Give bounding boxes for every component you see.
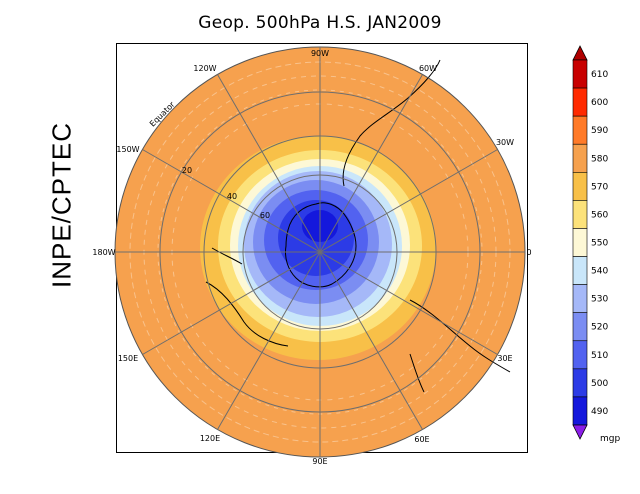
colorbar-segment-570 — [572, 172, 588, 201]
colorbar-label-540: 540 — [591, 267, 608, 277]
colorbar-segment-510 — [572, 340, 588, 370]
label-90e: 90E — [312, 457, 327, 466]
colorbar-bottom-arrow — [572, 424, 588, 440]
label-lat20: 20 — [182, 166, 192, 175]
coastline-africa — [409, 299, 511, 373]
colorbar-unit: mgp — [600, 434, 620, 444]
label-30e: 30E — [497, 354, 512, 363]
map-labels: 90W 60W 30W 0 30E 60E 90E 120E 150E 180W… — [92, 49, 531, 466]
label-lat60: 60 — [260, 211, 270, 220]
coastline-new-zealand — [211, 247, 243, 265]
label-0: 0 — [526, 248, 531, 257]
colorbar-segment-490 — [572, 396, 588, 426]
colorbar-segment-540 — [572, 256, 588, 285]
label-120e: 120E — [200, 434, 220, 443]
coastline-antarctica — [285, 202, 357, 288]
colorbar-label-570: 570 — [591, 182, 608, 192]
colorbar-label-520: 520 — [591, 323, 608, 333]
colorbar-label-490: 490 — [591, 407, 608, 417]
colorbar-segment-550 — [572, 228, 588, 257]
colorbar-segment-520 — [572, 312, 588, 342]
colorbar-label-580: 580 — [591, 154, 608, 164]
label-150e: 150E — [118, 354, 138, 363]
colorbar-label-600: 600 — [591, 98, 608, 108]
coastline-australia — [205, 281, 289, 347]
colorbar-label-510: 510 — [591, 351, 608, 361]
colorbar-segment-500 — [572, 368, 588, 398]
colorbar-segment-590 — [572, 115, 588, 145]
colorbar-label-590: 590 — [591, 126, 608, 136]
colorbar-segment-610 — [572, 59, 588, 89]
colorbar-label-500: 500 — [591, 379, 608, 389]
graticule — [114, 46, 526, 458]
map-title: Geop. 500hPa H.S. JAN2009 — [198, 13, 442, 33]
colorbar-segment-560 — [572, 200, 588, 229]
label-90w: 90W — [311, 49, 329, 58]
colorbar-label-560: 560 — [591, 210, 608, 220]
coastline-madagascar — [409, 353, 425, 393]
label-150w: 150W — [116, 145, 139, 154]
label-120w: 120W — [193, 64, 216, 73]
label-30w: 30W — [496, 138, 514, 147]
colorbar-segment-600 — [572, 87, 588, 117]
colorbar-top-arrow — [572, 45, 588, 61]
colorbar-label-530: 530 — [591, 295, 608, 305]
colorbar: 610 600 590 580 570 560 550 540 530 520 510 500 490 — [572, 45, 608, 440]
label-60w: 60W — [419, 64, 437, 73]
colorbar-label-610: 610 — [591, 70, 608, 80]
label-lat40: 40 — [227, 192, 237, 201]
label-180w: 180W — [92, 248, 115, 257]
meridian-60e-120w — [217, 74, 423, 430]
colorbar-label-550: 550 — [591, 239, 608, 249]
colorbar-segment-530 — [572, 284, 588, 313]
colorbar-segment-580 — [572, 143, 588, 173]
label-60e: 60E — [414, 435, 429, 444]
